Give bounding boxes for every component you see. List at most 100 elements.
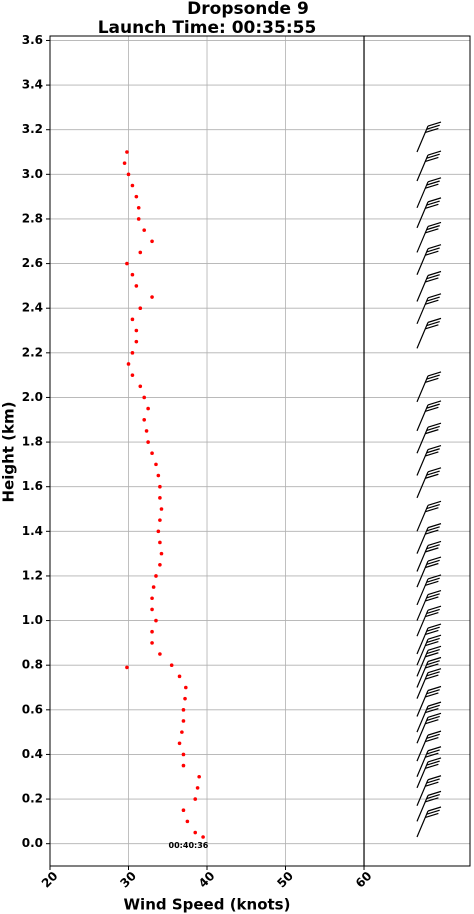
wind-barb xyxy=(416,685,442,717)
data-point xyxy=(130,373,135,377)
wind-barb xyxy=(416,270,442,302)
y-tick-label: 0.0 xyxy=(22,836,43,850)
wind-barb xyxy=(416,244,442,275)
data-point xyxy=(146,406,150,411)
wind-barb xyxy=(416,540,442,572)
y-tick-label: 0.6 xyxy=(22,702,43,716)
x-tick-label: 20 xyxy=(39,869,61,891)
data-point xyxy=(151,585,156,589)
data-point xyxy=(134,194,139,199)
data-point xyxy=(181,808,186,813)
data-point xyxy=(158,540,162,545)
data-point xyxy=(159,507,164,511)
wind-barb xyxy=(416,317,442,349)
data-point xyxy=(134,284,139,288)
wind-barb xyxy=(416,790,442,822)
data-point xyxy=(126,172,131,177)
wind-barb xyxy=(416,467,442,499)
wind-barb xyxy=(416,556,442,588)
data-point xyxy=(181,752,186,757)
chart-subtitle: Launch Time: 00:35:55 xyxy=(98,18,317,38)
data-point xyxy=(125,665,129,670)
data-point xyxy=(193,797,198,801)
data-point xyxy=(130,317,135,322)
x-axis-label: Wind Speed (knots) xyxy=(124,896,291,914)
wind-barb xyxy=(416,589,442,621)
wind-barb xyxy=(416,634,442,666)
y-tick-label: 2.6 xyxy=(22,256,43,270)
data-point xyxy=(136,217,141,221)
data-point xyxy=(185,819,190,824)
data-point xyxy=(193,830,198,835)
data-point xyxy=(177,741,182,746)
wind-barb xyxy=(416,806,442,838)
data-point xyxy=(158,652,162,656)
wind-barb xyxy=(416,668,442,699)
y-tick-label: 1.2 xyxy=(22,568,43,582)
data-point xyxy=(183,696,187,701)
wind-barb xyxy=(416,371,442,403)
data-point xyxy=(150,295,154,299)
y-tick-label: 2.4 xyxy=(22,301,43,315)
data-point xyxy=(158,484,162,489)
data-point xyxy=(130,272,135,277)
data-point xyxy=(130,183,135,188)
wind-barb xyxy=(416,623,442,655)
y-tick-label: 1.8 xyxy=(22,435,43,449)
data-point xyxy=(156,473,161,478)
y-tick-label: 3.4 xyxy=(22,78,43,92)
wind-barb xyxy=(416,177,442,209)
y-axis-label: Height (km) xyxy=(0,402,18,503)
data-point xyxy=(125,261,129,266)
wind-barb xyxy=(416,444,442,476)
wind-barb xyxy=(416,645,442,677)
data-point xyxy=(201,835,205,839)
data-point xyxy=(150,239,154,244)
data-point xyxy=(134,328,139,333)
data-point xyxy=(138,384,143,389)
data-point xyxy=(154,574,158,578)
wind-barb xyxy=(416,574,442,606)
wind-barb xyxy=(416,293,442,325)
wind-barb xyxy=(416,701,442,733)
data-point xyxy=(180,730,184,734)
y-tick-label: 1.6 xyxy=(22,479,43,493)
data-point xyxy=(181,719,186,723)
data-point xyxy=(150,629,154,634)
wind-barb xyxy=(416,656,442,688)
wind-barb xyxy=(416,605,442,637)
wind-barb xyxy=(416,422,442,454)
wind-barb xyxy=(416,730,442,762)
wind-barb xyxy=(416,523,442,554)
data-point xyxy=(154,462,158,467)
data-point xyxy=(150,596,154,601)
data-point xyxy=(150,607,154,612)
data-point xyxy=(169,663,174,667)
x-tick-label: 40 xyxy=(196,869,218,891)
wind-barb xyxy=(416,775,442,806)
data-point xyxy=(150,641,154,645)
data-point xyxy=(136,206,141,210)
y-tick-label: 0.4 xyxy=(22,747,43,761)
wind-barb xyxy=(416,400,442,432)
data-point xyxy=(142,395,147,400)
y-tick-label: 1.0 xyxy=(22,613,43,627)
y-tick-label: 3.2 xyxy=(22,122,43,136)
data-point xyxy=(126,362,131,366)
data-point xyxy=(159,551,164,556)
y-tick-label: 2.2 xyxy=(22,345,43,359)
wind-barb xyxy=(416,221,442,253)
data-point xyxy=(150,451,154,456)
y-tick-label: 0.8 xyxy=(22,658,43,672)
x-tick-label: 30 xyxy=(117,869,139,891)
data-point xyxy=(158,562,162,567)
wind-barb xyxy=(416,712,442,744)
data-point xyxy=(197,774,201,779)
data-point xyxy=(130,351,135,355)
x-tick-label: 50 xyxy=(274,869,296,891)
y-tick-label: 1.4 xyxy=(22,524,43,538)
data-point xyxy=(122,161,127,165)
data-point xyxy=(177,674,182,679)
data-point xyxy=(125,150,129,154)
